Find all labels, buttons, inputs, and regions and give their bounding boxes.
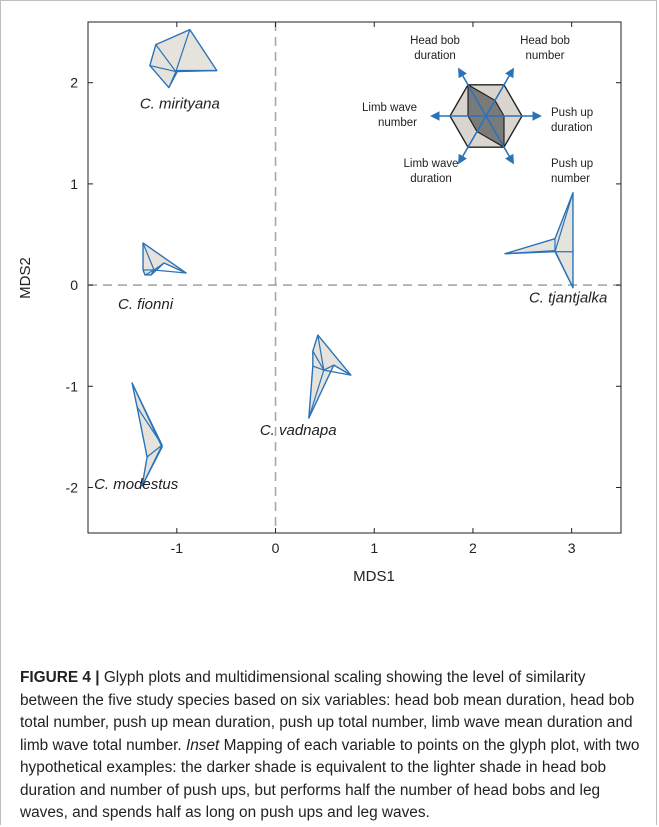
y-tick-label: -1 <box>66 378 79 394</box>
glyph-spoke <box>323 364 335 371</box>
inset-axis-label: duration <box>551 122 593 134</box>
y-tick-label: 0 <box>70 277 78 293</box>
y-tick-label: 1 <box>70 176 78 192</box>
inset-arrow <box>458 67 487 117</box>
glyph-spoke <box>155 44 177 72</box>
inset-arrow <box>458 115 487 165</box>
glyph-c-vadnapa: C. vadnapa <box>260 334 352 439</box>
x-tick-label: 1 <box>370 540 378 556</box>
glyph-spoke <box>144 269 155 276</box>
glyph-spoke <box>153 269 187 274</box>
glyph-spoke <box>175 69 217 73</box>
glyph-c-mirityana: C. mirityana <box>140 28 220 113</box>
inset-axis-label: duration <box>410 173 452 185</box>
glyph-spoke <box>149 65 176 73</box>
figure-caption: FIGURE 4 | Glyph plots and multidimensio… <box>20 667 640 825</box>
glyph-spoke <box>136 406 163 446</box>
glyph-spoke <box>554 251 574 289</box>
inset-arrow <box>485 67 514 117</box>
caption-text-2: Mapping of each variable to points on th… <box>20 736 640 822</box>
glyph-spoke <box>141 444 163 487</box>
species-label: C. modestus <box>94 476 179 493</box>
glyph-spoke <box>153 262 165 271</box>
inset-axis-label: duration <box>414 50 456 62</box>
axis-ticks: -1 0 1 2 3 2 1 0 -1 -2 <box>66 22 621 556</box>
x-tick-label: 3 <box>568 540 576 556</box>
glyph-c-tjantjalka: C. tjantjalka <box>504 192 607 307</box>
reference-lines <box>88 22 621 533</box>
inset-axis-label: Limb wave <box>404 158 459 170</box>
x-axis-label: MDS1 <box>353 568 395 585</box>
species-label: C. vadnapa <box>260 422 337 439</box>
glyph-spoke <box>312 365 325 371</box>
glyph-spoke <box>504 251 555 255</box>
y-tick-label: -2 <box>66 479 79 495</box>
inset-axis-label: Limb wave <box>362 102 417 114</box>
glyph-spoke <box>323 369 351 376</box>
plot-area <box>87 21 622 534</box>
inset-axis-label: number <box>551 173 590 185</box>
caption-inset-word: Inset <box>185 736 220 754</box>
inset-axis-label: Head bob <box>520 35 570 47</box>
glyph-spoke <box>317 334 325 371</box>
inset-axis-label: number <box>526 50 565 62</box>
glyph-spoke <box>150 269 155 276</box>
x-tick-label: 2 <box>469 540 477 556</box>
y-tick-label: 2 <box>70 75 78 91</box>
glyph-spoke <box>308 369 325 419</box>
glyph-c-fionni: C. fionni <box>118 242 187 313</box>
y-axis-label: MDS2 <box>17 257 34 299</box>
glyphs: C. mirityana C. fionni C. modestus C. vadna… <box>94 28 607 493</box>
glyph-spoke <box>159 442 163 446</box>
inset-glyph-legend: Head bob duration Head bob number Push up dur… <box>362 35 593 185</box>
mds-glyph-chart: -1 0 1 2 3 2 1 0 -1 -2 C. mirityana C. fionni C. mo… <box>17 21 622 585</box>
caption-text-1: Glyph plots and multidimensional scaling… <box>20 669 635 754</box>
x-tick-label: 0 <box>272 540 280 556</box>
glyph-spoke <box>175 29 191 72</box>
glyph-spoke <box>168 71 177 88</box>
species-label: C. tjantjalka <box>529 290 607 307</box>
glyph-spoke <box>142 242 155 271</box>
inset-axis-label: Push up <box>551 107 593 119</box>
inset-axis-label: Head bob <box>410 35 460 47</box>
inset-axis-label: number <box>378 117 417 129</box>
inset-arrow <box>485 115 514 165</box>
glyph-spoke <box>312 350 325 371</box>
glyph-spoke <box>554 192 574 252</box>
glyph-spoke <box>131 382 163 446</box>
glyph-spoke <box>146 444 163 458</box>
caption-label: FIGURE 4 | <box>20 669 100 686</box>
x-tick-label: -1 <box>171 540 184 556</box>
species-label: C. fionni <box>118 296 174 313</box>
inset-axis-label: Push up <box>551 158 593 170</box>
species-label: C. mirityana <box>140 96 220 113</box>
glyph-c-modestus: C. modestus <box>94 382 179 493</box>
